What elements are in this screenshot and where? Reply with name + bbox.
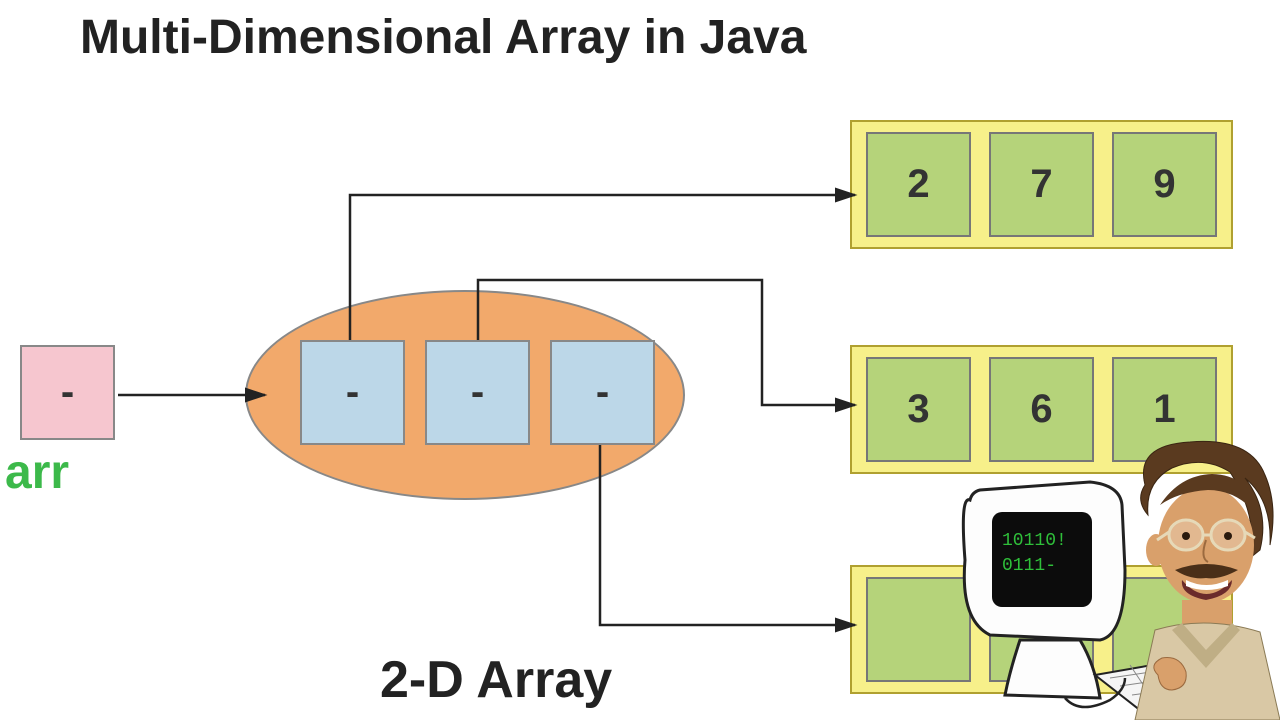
- array-row: 279: [850, 120, 1233, 249]
- ref-box: -: [425, 340, 530, 445]
- array-cell: 7: [989, 132, 1094, 237]
- screen-text-2: 0111-: [1002, 556, 1056, 576]
- arr-reference-box: -: [20, 345, 115, 440]
- arr-box-text: -: [61, 370, 74, 415]
- arrow: [600, 445, 855, 625]
- cartoon-mascot: 10110! 0111-: [950, 440, 1280, 720]
- arr-label: arr: [5, 445, 69, 500]
- array-cell: 2: [866, 132, 971, 237]
- ref-box: -: [300, 340, 405, 445]
- ref-box: -: [550, 340, 655, 445]
- page-subtitle: 2-D Array: [380, 650, 612, 710]
- array-cell: 9: [1112, 132, 1217, 237]
- page-title: Multi-Dimensional Array in Java: [80, 10, 806, 65]
- screen-text-1: 10110!: [1002, 531, 1067, 551]
